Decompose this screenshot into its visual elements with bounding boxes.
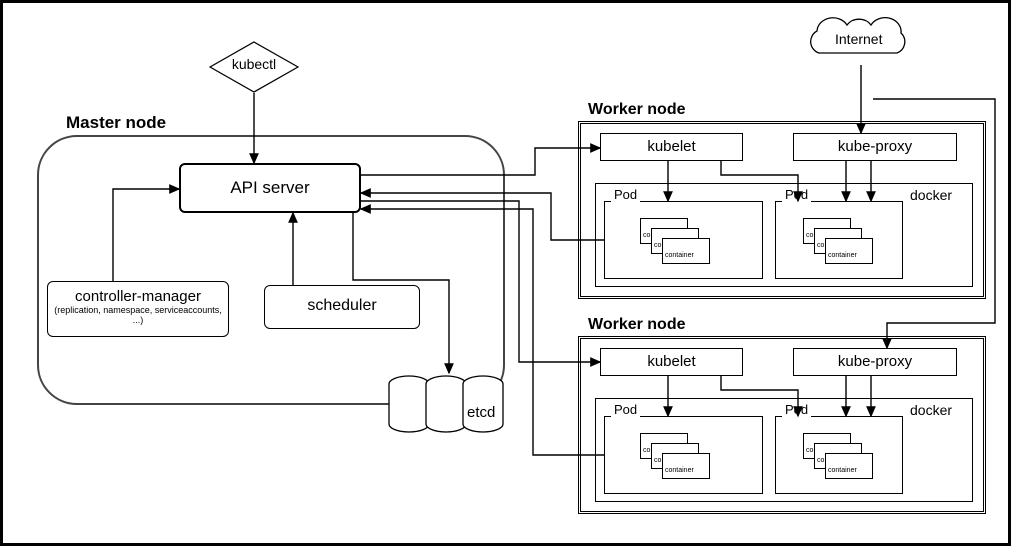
w2-kubeproxy: kube-proxy	[793, 348, 957, 376]
w1-kubeproxy: kube-proxy	[793, 133, 957, 161]
etcd-label: etcd	[467, 404, 495, 421]
scheduler-box: scheduler	[264, 285, 420, 329]
worker-node-2-label: Worker node	[588, 316, 686, 334]
w2-pod1-label: Pod	[611, 402, 640, 417]
scheduler-label: scheduler	[307, 297, 376, 314]
master-node-label: Master node	[66, 113, 166, 133]
w2-stack2: co co container	[803, 433, 878, 481]
w1-kubelet-label: kubelet	[647, 138, 695, 155]
kubectl-diamond: kubectl	[209, 41, 299, 93]
api-server-box: API server	[179, 163, 361, 213]
container-box: container	[662, 453, 710, 479]
w2-kubelet-label: kubelet	[647, 353, 695, 370]
w1-stack2: co co container	[803, 218, 878, 266]
w1-kubelet: kubelet	[600, 133, 743, 161]
internet-cloud: Internet	[799, 15, 919, 65]
w1-stack1: co co container	[640, 218, 715, 266]
w1-kubeproxy-label: kube-proxy	[838, 138, 912, 155]
controller-manager-label: controller-manager	[48, 288, 228, 305]
w2-docker-label: docker	[910, 402, 952, 418]
w2-kubeproxy-label: kube-proxy	[838, 353, 912, 370]
w1-pod1-label: Pod	[611, 187, 640, 202]
etcd-cylinders: etcd	[387, 374, 513, 436]
internet-label: Internet	[835, 31, 882, 47]
w2-pod2-label: Pod	[782, 402, 811, 417]
container-box: container	[825, 238, 873, 264]
worker-node-1-label: Worker node	[588, 101, 686, 119]
w2-kubelet: kubelet	[600, 348, 743, 376]
container-box: container	[662, 238, 710, 264]
kubectl-label: kubectl	[209, 56, 299, 72]
diagram-canvas: kubectl Master node API server controlle…	[0, 0, 1011, 546]
w1-pod2-label: Pod	[782, 187, 811, 202]
controller-manager-sub: (replication, namespace, serviceaccounts…	[48, 305, 228, 325]
controller-manager-box: controller-manager (replication, namespa…	[47, 281, 229, 337]
w1-docker-label: docker	[910, 187, 952, 203]
container-box: container	[825, 453, 873, 479]
w2-stack1: co co container	[640, 433, 715, 481]
api-server-label: API server	[230, 178, 309, 197]
